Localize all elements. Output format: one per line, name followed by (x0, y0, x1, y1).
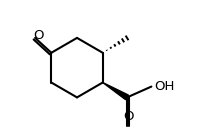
Text: O: O (34, 29, 44, 42)
Text: OH: OH (154, 80, 174, 93)
Text: O: O (123, 110, 134, 123)
Polygon shape (103, 83, 128, 100)
